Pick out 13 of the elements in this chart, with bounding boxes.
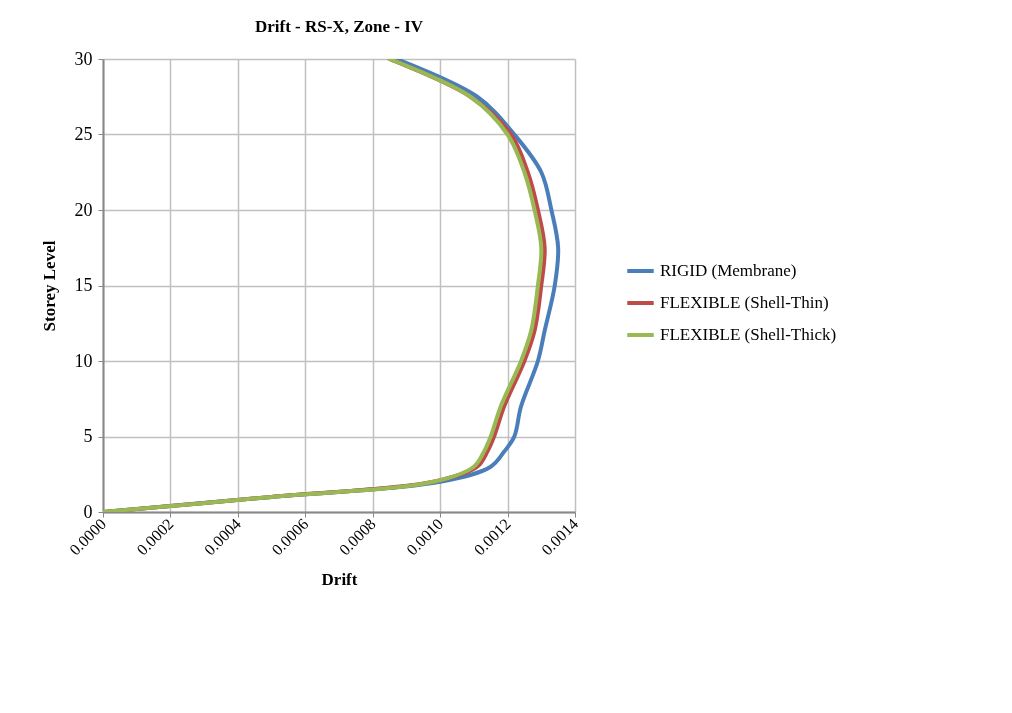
x-axis-title: Drift bbox=[321, 570, 358, 590]
y-tick-label: 10 bbox=[74, 350, 93, 371]
legend-label: FLEXIBLE (Shell-Thin) bbox=[660, 293, 829, 312]
chart-title: Drift - RS-X, Zone - IV bbox=[254, 17, 424, 36]
y-tick-label: 15 bbox=[74, 275, 93, 295]
y-tick-label: 25 bbox=[74, 124, 93, 144]
y-tick-label: 5 bbox=[83, 426, 93, 446]
y-tick-label: 20 bbox=[74, 199, 93, 220]
legend-label: FLEXIBLE (Shell-Thick) bbox=[660, 325, 837, 344]
y-axis-title: Storey Level bbox=[39, 240, 59, 332]
legend-label: RIGID (Membrane) bbox=[660, 261, 797, 280]
y-tick-label: 0 bbox=[83, 501, 93, 522]
y-tick-label: 30 bbox=[74, 48, 93, 69]
